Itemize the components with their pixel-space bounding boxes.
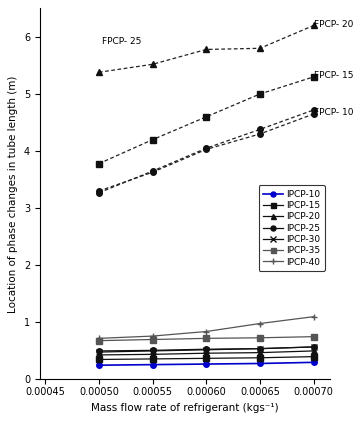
Text: FPCP- 25: FPCP- 25 [102, 37, 142, 46]
Legend: IPCP-10, IPCP-15, IPCP-20, IPCP-25, IPCP-30, IPCP-35, IPCP-40: IPCP-10, IPCP-15, IPCP-20, IPCP-25, IPCP… [258, 186, 325, 271]
Text: FPCP- 10: FPCP- 10 [313, 108, 353, 117]
Text: FPCP- 15: FPCP- 15 [313, 71, 353, 80]
Y-axis label: Location of phase changes in tube length (m): Location of phase changes in tube length… [8, 75, 18, 312]
Text: FPCP- 20: FPCP- 20 [313, 20, 353, 29]
X-axis label: Mass flow rate of refrigerant (kgs⁻¹): Mass flow rate of refrigerant (kgs⁻¹) [91, 402, 279, 413]
